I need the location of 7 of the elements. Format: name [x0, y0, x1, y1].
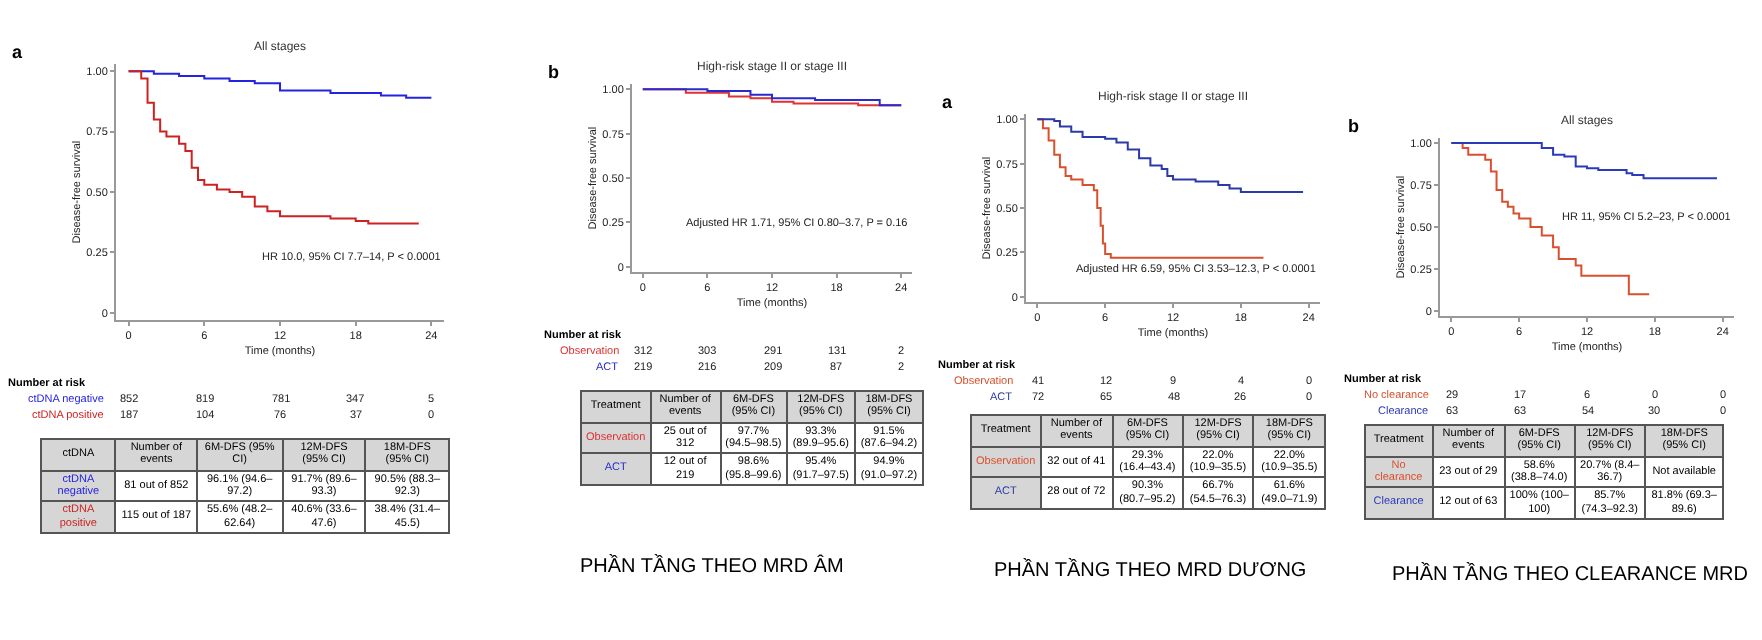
- text: PHẦN TẦNG THEO MRD ÂM: [580, 556, 844, 578]
- text: a: [12, 40, 23, 64]
- text: b: [548, 60, 559, 84]
- text: PHẦN TẦNG THEO CLEARANCE MRD: [1392, 564, 1748, 586]
- text: b: [1348, 114, 1359, 138]
- text: PHẦN TẦNG THEO MRD DƯƠNG: [994, 560, 1307, 582]
- text: a: [942, 90, 953, 114]
